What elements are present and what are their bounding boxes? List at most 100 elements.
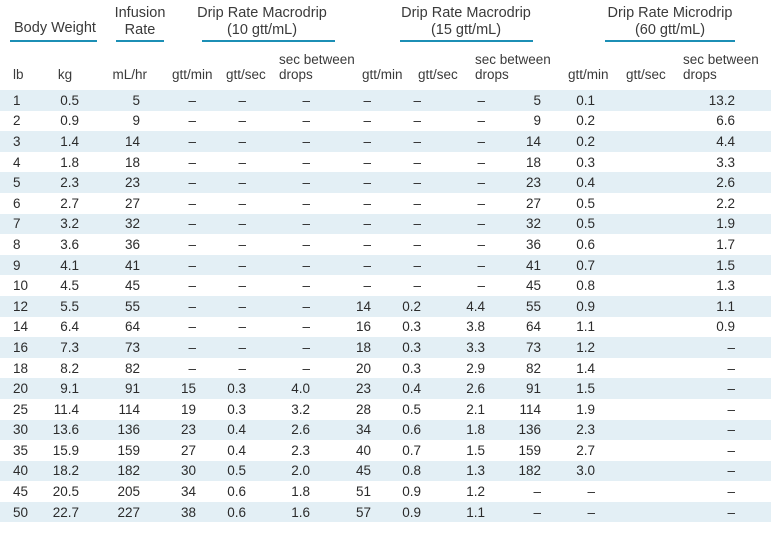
col-header-gttsec-60: gtt/sec [626, 67, 666, 82]
cell-infusion-rate: 159 [85, 440, 160, 461]
cell-micro60-gtt-sec: 1.2 [555, 337, 609, 358]
cell-lb: 45 [0, 481, 45, 502]
cell-macro15-gtt-sec: – [385, 131, 435, 152]
cell-macro10-gtt-sec: 0.5 [210, 460, 260, 482]
cell-macro10-sec-between: – [260, 172, 330, 193]
cell-macro15-sec-between: – [435, 151, 505, 173]
cell-kg: 3.6 [45, 234, 85, 255]
cell-macro10-gtt-min: 30 [160, 460, 210, 482]
cell-micro60-gtt-sec: 0.6 [555, 234, 609, 255]
cell-macro15-gtt-sec: 0.7 [385, 440, 435, 461]
cell-macro15-gtt-sec: 0.9 [385, 501, 435, 523]
cell-macro10-gtt-sec: – [210, 192, 260, 214]
cell-kg: 4.5 [45, 275, 85, 296]
cell-lb: 6 [0, 192, 45, 214]
cell-micro60-gtt-min: 45 [505, 275, 555, 296]
cell-kg: 0.5 [45, 90, 85, 111]
cell-macro15-sec-between: 2.1 [435, 398, 505, 420]
cell-macro10-gtt-min: 38 [160, 501, 210, 523]
cell-macro15-sec-between: – [435, 110, 505, 132]
cell-macro15-gtt-min: – [330, 110, 385, 132]
cell-macro10-gtt-min: – [160, 254, 210, 276]
cell-macro15-gtt-min: – [330, 192, 385, 214]
cell-micro60-gtt-sec: 0.9 [555, 295, 609, 317]
body-weight-label: Body Weight [14, 20, 96, 36]
cell-micro60-sec-between: – [609, 378, 771, 399]
col-header-gttsec-10: gtt/sec [226, 67, 266, 82]
cell-micro60-sec-between: 3.3 [609, 151, 771, 173]
cell-macro15-gtt-sec: – [385, 254, 435, 276]
cell-macro10-sec-between: – [260, 192, 330, 214]
cell-infusion-rate: 82 [85, 357, 160, 379]
cell-micro60-gtt-min: 159 [505, 440, 555, 461]
table-row: 25 11.4 114 19 0.3 3.2 28 0.5 2.1 114 1.9– [0, 398, 771, 420]
cell-micro60-gtt-min: 32 [505, 213, 555, 235]
cell-micro60-sec-between: 6.6 [609, 110, 771, 132]
table-row: 9 4.1 41– – – – – –41 0.7 1.5 [0, 254, 771, 276]
cell-macro10-sec-between: 1.6 [260, 501, 330, 523]
macro15-label-line2: (15 gtt/mL) [430, 22, 502, 38]
cell-micro60-gtt-sec: 3.0 [555, 460, 609, 482]
table-header: Body Weight Infusion Rate Drip Rate Macr… [0, 0, 771, 90]
cell-macro15-gtt-sec: 0.3 [385, 337, 435, 358]
cell-macro10-gtt-sec: 0.3 [210, 398, 260, 420]
cell-macro10-gtt-min: 19 [160, 398, 210, 420]
cell-kg: 6.4 [45, 316, 85, 338]
cell-macro15-gtt-sec: – [385, 172, 435, 193]
cell-macro10-gtt-sec: – [210, 234, 260, 255]
cell-macro15-sec-between: 2.6 [435, 378, 505, 399]
cell-micro60-sec-between: – [609, 501, 771, 523]
cell-micro60-sec-between: 1.9 [609, 213, 771, 235]
cell-macro10-sec-between: – [260, 131, 330, 152]
cell-macro10-gtt-min: – [160, 337, 210, 358]
cell-infusion-rate: 182 [85, 460, 160, 482]
cell-micro60-gtt-sec: 1.5 [555, 378, 609, 399]
cell-macro15-gtt-sec: 0.3 [385, 316, 435, 338]
cell-macro10-gtt-min: – [160, 357, 210, 379]
cell-micro60-sec-between: – [609, 398, 771, 420]
macro10-underline [202, 40, 335, 42]
cell-micro60-gtt-sec: 1.4 [555, 357, 609, 379]
col-header-gttsec-15: gtt/sec [418, 67, 458, 82]
cell-macro10-gtt-sec: 0.6 [210, 501, 260, 523]
cell-micro60-gtt-min: – [505, 501, 555, 523]
cell-infusion-rate: 55 [85, 295, 160, 317]
cell-infusion-rate: 91 [85, 378, 160, 399]
cell-macro15-gtt-min: – [330, 254, 385, 276]
cell-micro60-sec-between: 1.3 [609, 275, 771, 296]
cell-macro15-gtt-min: 23 [330, 378, 385, 399]
cell-micro60-gtt-min: 55 [505, 295, 555, 317]
cell-macro10-gtt-sec: – [210, 316, 260, 338]
cell-lb: 14 [0, 316, 45, 338]
cell-macro15-gtt-min: – [330, 90, 385, 111]
cell-macro15-gtt-min: 57 [330, 501, 385, 523]
cell-macro10-sec-between: – [260, 275, 330, 296]
cell-macro10-sec-between: 1.8 [260, 481, 330, 502]
table-row: 45 20.5 205 34 0.6 1.8 51 0.9 1.2– – – [0, 481, 771, 502]
cell-macro15-gtt-sec: – [385, 213, 435, 235]
cell-lb: 10 [0, 275, 45, 296]
cell-macro10-gtt-min: – [160, 131, 210, 152]
col-header-sec-60: sec between drops [683, 52, 759, 82]
cell-macro15-gtt-min: – [330, 275, 385, 296]
cell-macro15-sec-between: 4.4 [435, 295, 505, 317]
cell-infusion-rate: 73 [85, 337, 160, 358]
cell-micro60-gtt-sec: 1.1 [555, 316, 609, 338]
cell-infusion-rate: 5 [85, 90, 160, 111]
sec-between-label-line1: sec between [475, 52, 551, 67]
table-row: 1 0.5 5– – – – – –5 0.1 13.2 [0, 90, 771, 111]
table-row: 50 22.7 227 38 0.6 1.6 57 0.9 1.1– – – [0, 501, 771, 523]
cell-infusion-rate: 23 [85, 172, 160, 193]
header-macrodrip-10: Drip Rate Macrodrip (10 gtt/mL) [182, 5, 342, 39]
table-row: 12 5.5 55– – –14 0.2 4.4 55 0.9 1.1 [0, 295, 771, 317]
cell-macro15-sec-between: 1.1 [435, 501, 505, 523]
table-row: 10 4.5 45– – – – – –45 0.8 1.3 [0, 275, 771, 296]
cell-micro60-gtt-sec: 0.5 [555, 213, 609, 235]
table-row: 4 1.8 18– – – – – –18 0.3 3.3 [0, 151, 771, 173]
cell-kg: 1.4 [45, 131, 85, 152]
cell-lb: 40 [0, 460, 45, 482]
cell-macro10-gtt-min: – [160, 213, 210, 235]
cell-lb: 2 [0, 110, 45, 132]
cell-micro60-gtt-min: 64 [505, 316, 555, 338]
table-row: 20 9.1 91 15 0.3 4.0 23 0.4 2.6 91 1.5– [0, 378, 771, 399]
